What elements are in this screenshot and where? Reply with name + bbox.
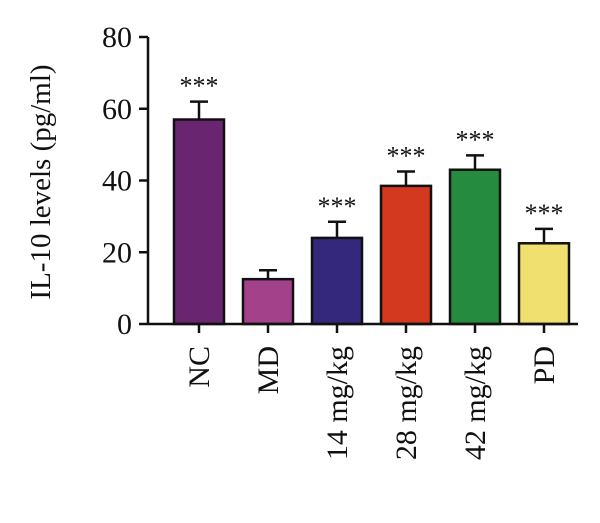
x-category-label: NC bbox=[183, 346, 216, 388]
y-axis: 0 20 40 60 80 bbox=[102, 21, 150, 341]
y-tick-label: 0 bbox=[117, 308, 132, 341]
bar bbox=[310, 236, 364, 326]
x-category-label: 42 mg/kg bbox=[459, 346, 492, 460]
bar bbox=[448, 168, 502, 326]
significance-label: *** bbox=[525, 199, 564, 228]
significance-label: *** bbox=[387, 142, 426, 171]
x-category-label: 14 mg/kg bbox=[321, 346, 354, 460]
y-tick-label: 60 bbox=[102, 93, 132, 126]
x-category-label: PD bbox=[528, 346, 561, 384]
bar bbox=[241, 277, 295, 326]
bars: *** *** *** *** *** bbox=[172, 72, 571, 326]
bar bbox=[172, 118, 226, 326]
bar bbox=[517, 242, 571, 326]
x-category-label: 28 mg/kg bbox=[390, 346, 423, 460]
bar bbox=[379, 184, 433, 326]
x-axis: NC MD 14 mg/kg 28 mg/kg 42 mg/kg PD bbox=[148, 322, 578, 460]
significance-label: *** bbox=[180, 72, 219, 101]
y-tick-label: 40 bbox=[102, 165, 132, 198]
y-axis-label: IL-10 levels (pg/ml) bbox=[25, 64, 57, 299]
significance-label: *** bbox=[456, 125, 495, 154]
y-tick-label: 20 bbox=[102, 236, 132, 269]
x-category-label: MD bbox=[252, 346, 285, 394]
significance-label: *** bbox=[318, 192, 357, 221]
y-tick-label: 80 bbox=[102, 21, 132, 54]
